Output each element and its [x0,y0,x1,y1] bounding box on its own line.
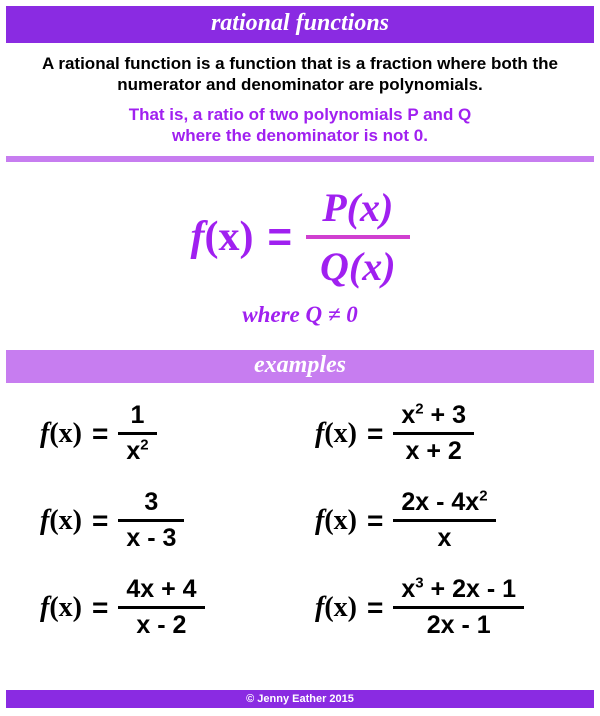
examples-bar: examples [6,350,594,383]
ex4-den: x [429,522,459,555]
intro-purple-line2: where the denominator is not 0. [172,126,428,145]
formula-denominator: Q(x) [306,239,410,294]
example-5: f(x) = 4x + 4 x - 2 [40,573,295,642]
ex1-den: x2 [118,435,156,468]
ex5-num: 4x + 4 [118,573,204,606]
example-3: f(x) = 3 x - 3 [40,486,295,555]
ex3-num: 3 [136,486,166,519]
formula-fraction: P(x) Q(x) [306,180,410,294]
where-condition: where Q ≠ 0 [0,294,600,342]
ex1-num: 1 [123,399,153,432]
ex3-den: x - 3 [118,522,184,555]
ex4-num: 2x - 4x2 [393,486,495,519]
ex6-num: x3 + 2x - 1 [393,573,524,606]
ex2-den: x + 2 [398,435,470,468]
title-bar: rational functions [6,6,594,43]
equals-sign: = [267,213,292,261]
infographic-container: rational functions A rational function i… [0,6,600,716]
intro-text-black: A rational function is a function that i… [0,43,600,100]
ex5-den: x - 2 [128,609,194,642]
main-formula: f(x) = P(x) Q(x) where Q ≠ 0 [0,162,600,350]
intro-purple-line1: That is, a ratio of two polynomials P an… [129,105,472,124]
ex6-den: 2x - 1 [419,609,499,642]
formula-lhs: f(x) [190,213,253,261]
formula-numerator: P(x) [308,180,407,235]
intro-text-purple: That is, a ratio of two polynomials P an… [0,100,600,157]
example-6: f(x) = x3 + 2x - 1 2x - 1 [315,573,570,642]
ex2-num: x2 + 3 [393,399,474,432]
footer-bar: © Jenny Eather 2015 [6,690,594,708]
example-1: f(x) = 1 x2 [40,399,295,468]
example-4: f(x) = 2x - 4x2 x [315,486,570,555]
examples-grid: f(x) = 1 x2 f(x) = x2 + 3 x + 2 f(x) = 3 [0,383,600,652]
example-2: f(x) = x2 + 3 x + 2 [315,399,570,468]
